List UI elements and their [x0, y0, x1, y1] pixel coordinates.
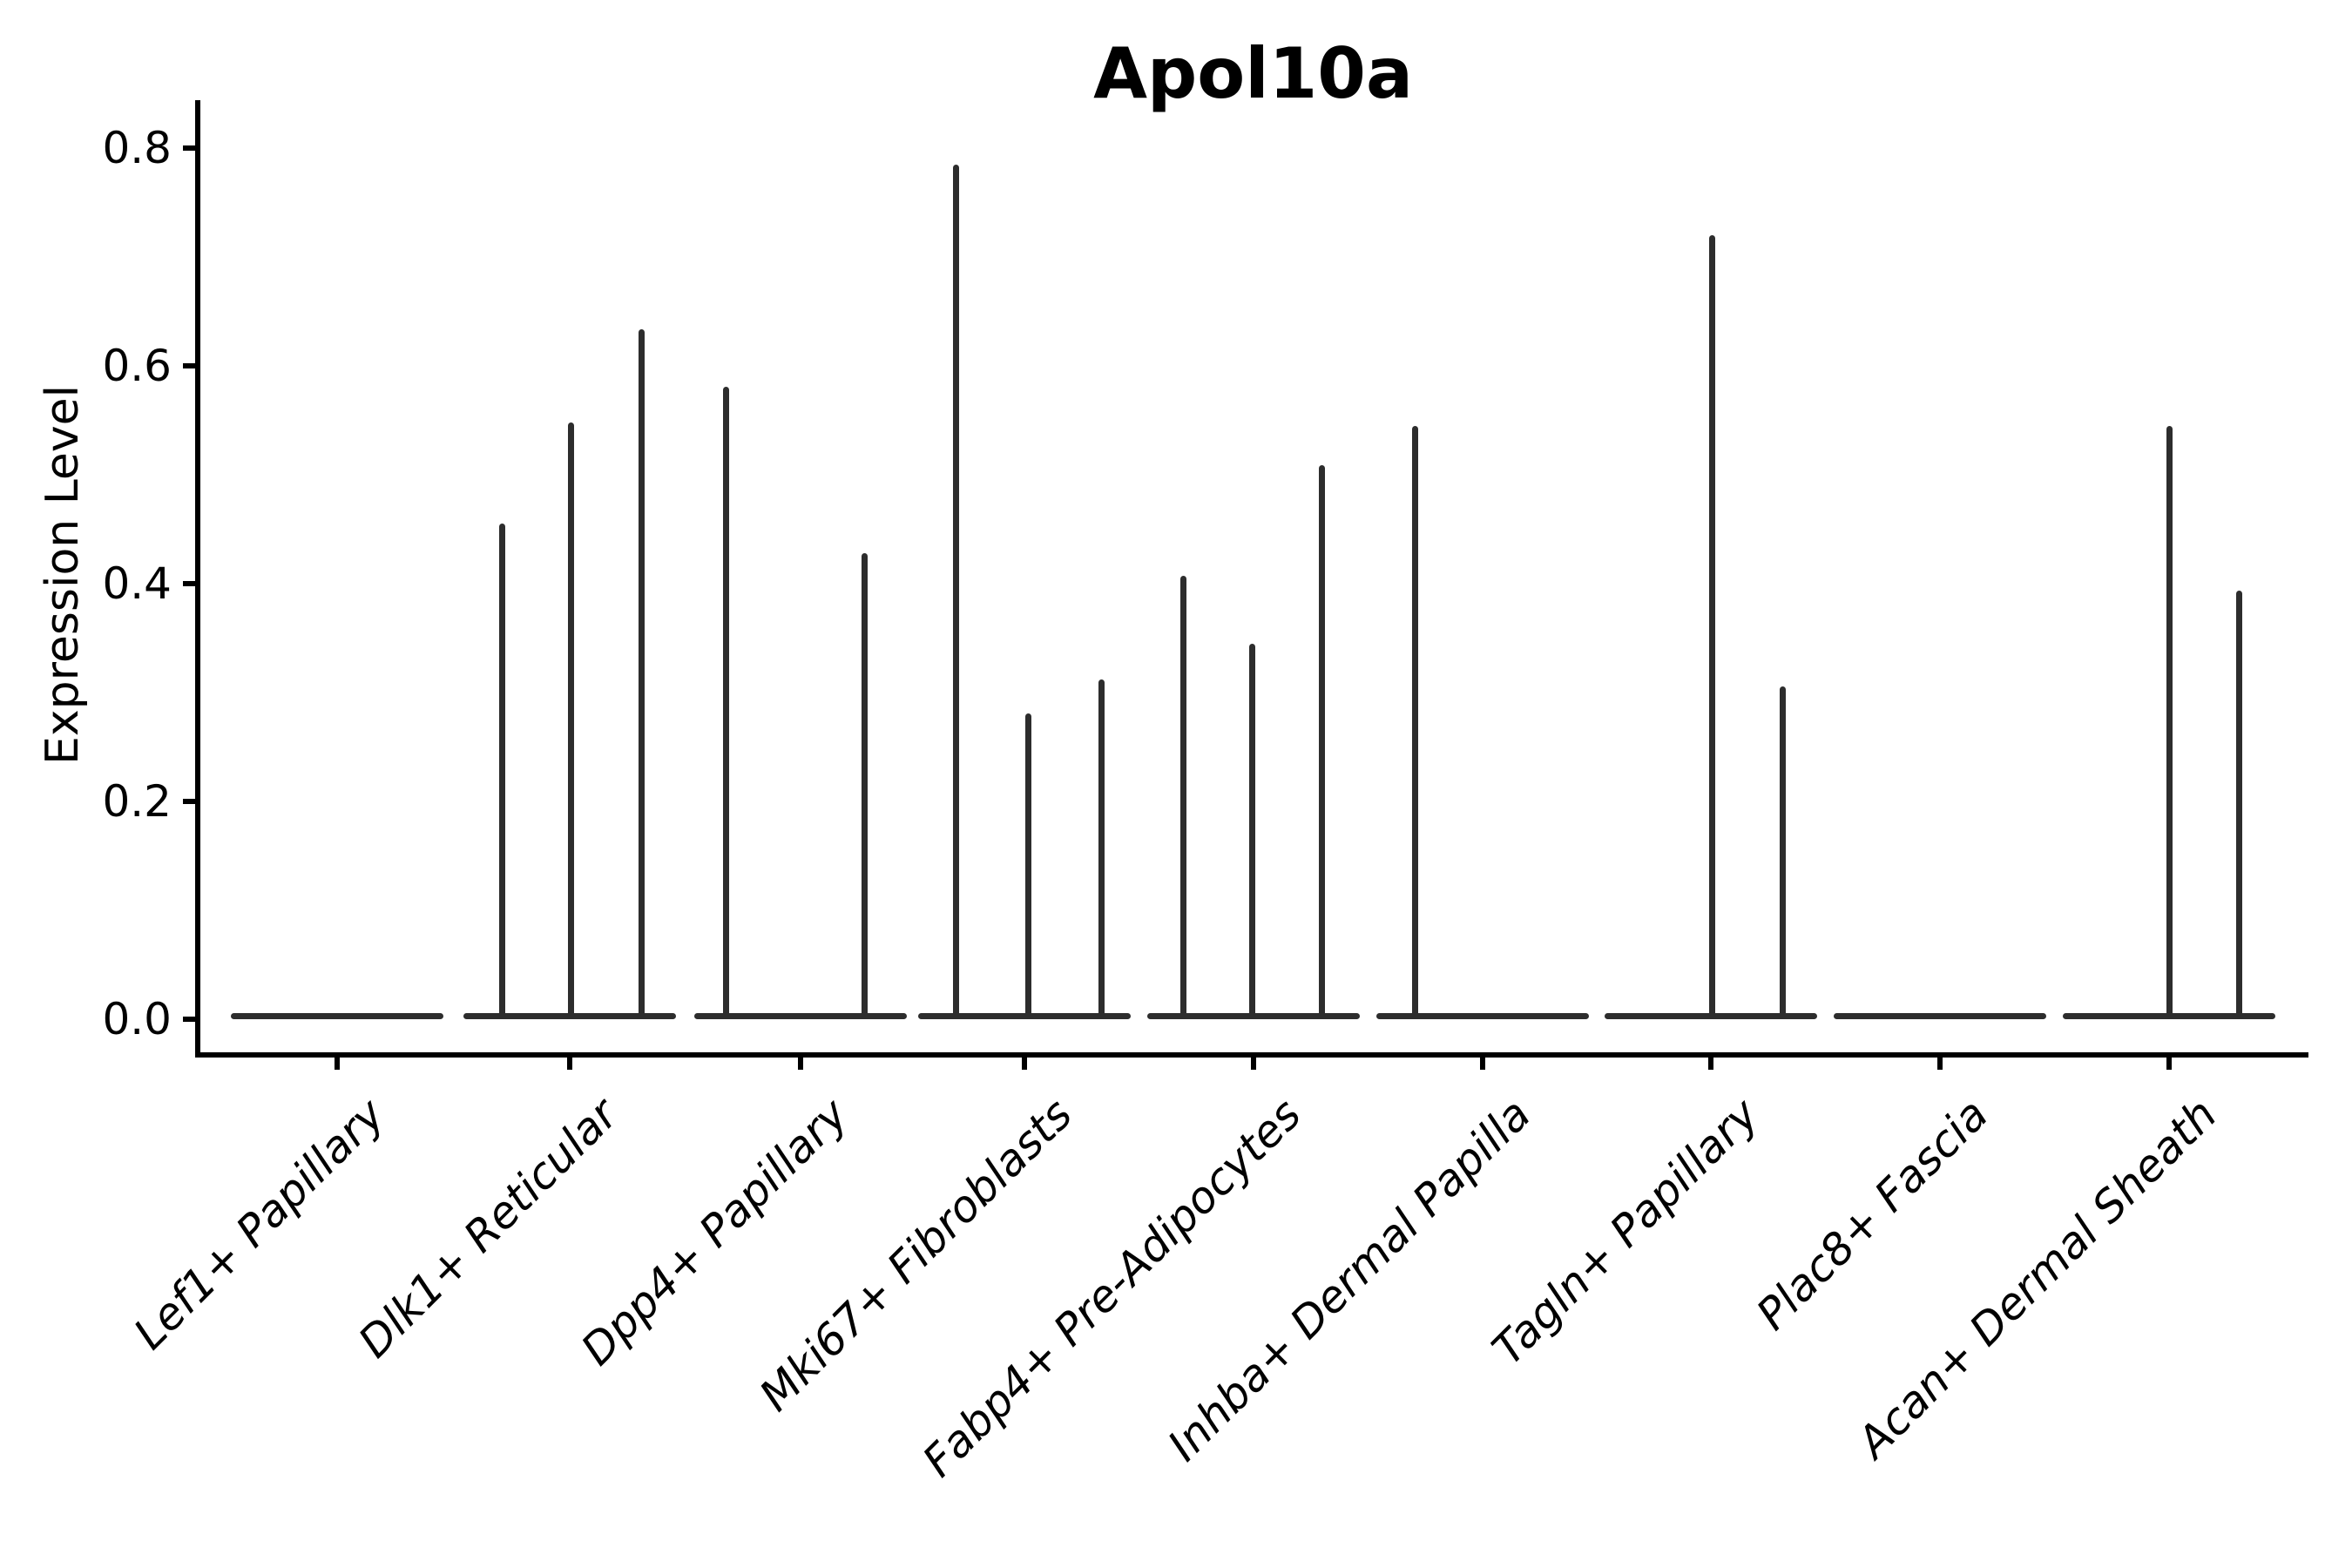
x-tick: [1708, 1055, 1713, 1070]
x-tick: [1022, 1055, 1027, 1070]
y-tick-label: 0.6: [102, 341, 172, 391]
x-tick-label: Fabp4+ Pre-Adipocytes: [913, 1089, 1312, 1487]
violin-baseline: [918, 1013, 1131, 1019]
violin-spike: [1411, 425, 1418, 1019]
x-tick: [2166, 1055, 2172, 1070]
x-tick: [1480, 1055, 1485, 1070]
y-tick: [183, 799, 198, 804]
violin-baseline: [1376, 1013, 1589, 1019]
y-tick: [183, 145, 198, 151]
chart-title: Apol10a: [1093, 33, 1413, 114]
y-tick-label: 0.2: [102, 776, 172, 827]
violin-spike: [1248, 643, 1255, 1019]
y-tick: [183, 581, 198, 586]
violin-spike: [1179, 576, 1186, 1019]
y-tick-label: 0.0: [102, 994, 172, 1044]
violin-spike: [1779, 686, 1786, 1019]
y-tick: [183, 1017, 198, 1022]
x-tick: [335, 1055, 340, 1070]
violin-spike: [952, 164, 959, 1019]
x-tick-label: Lef1+ Papillary: [124, 1089, 395, 1360]
violin-spike: [1318, 464, 1325, 1019]
violin-baseline: [694, 1013, 907, 1019]
violin-spike: [722, 386, 729, 1019]
x-tick: [1937, 1055, 1943, 1070]
violin-baseline: [231, 1013, 443, 1019]
violin-spike: [638, 328, 645, 1019]
y-tick: [183, 363, 198, 368]
violin-spike: [1098, 679, 1105, 1019]
violin-baseline: [1834, 1013, 2046, 1019]
x-tick: [567, 1055, 572, 1070]
y-tick-label: 0.8: [102, 123, 172, 173]
violin-spike: [567, 422, 574, 1019]
violin-spike: [1708, 235, 1715, 1019]
violin-spike: [498, 524, 505, 1019]
x-tick: [1251, 1055, 1256, 1070]
y-axis-spine: [195, 100, 200, 1058]
x-tick-label: Inhba+ Dermal Papilla: [1158, 1089, 1541, 1471]
violin-spike: [2235, 590, 2242, 1019]
violin-spike: [1024, 713, 1031, 1019]
violin-spike: [2166, 425, 2173, 1019]
violin-spike: [861, 553, 868, 1019]
x-tick: [798, 1055, 803, 1070]
x-tick-label: Plac8+ Fascia: [1747, 1089, 1998, 1340]
y-tick-label: 0.4: [102, 558, 172, 609]
